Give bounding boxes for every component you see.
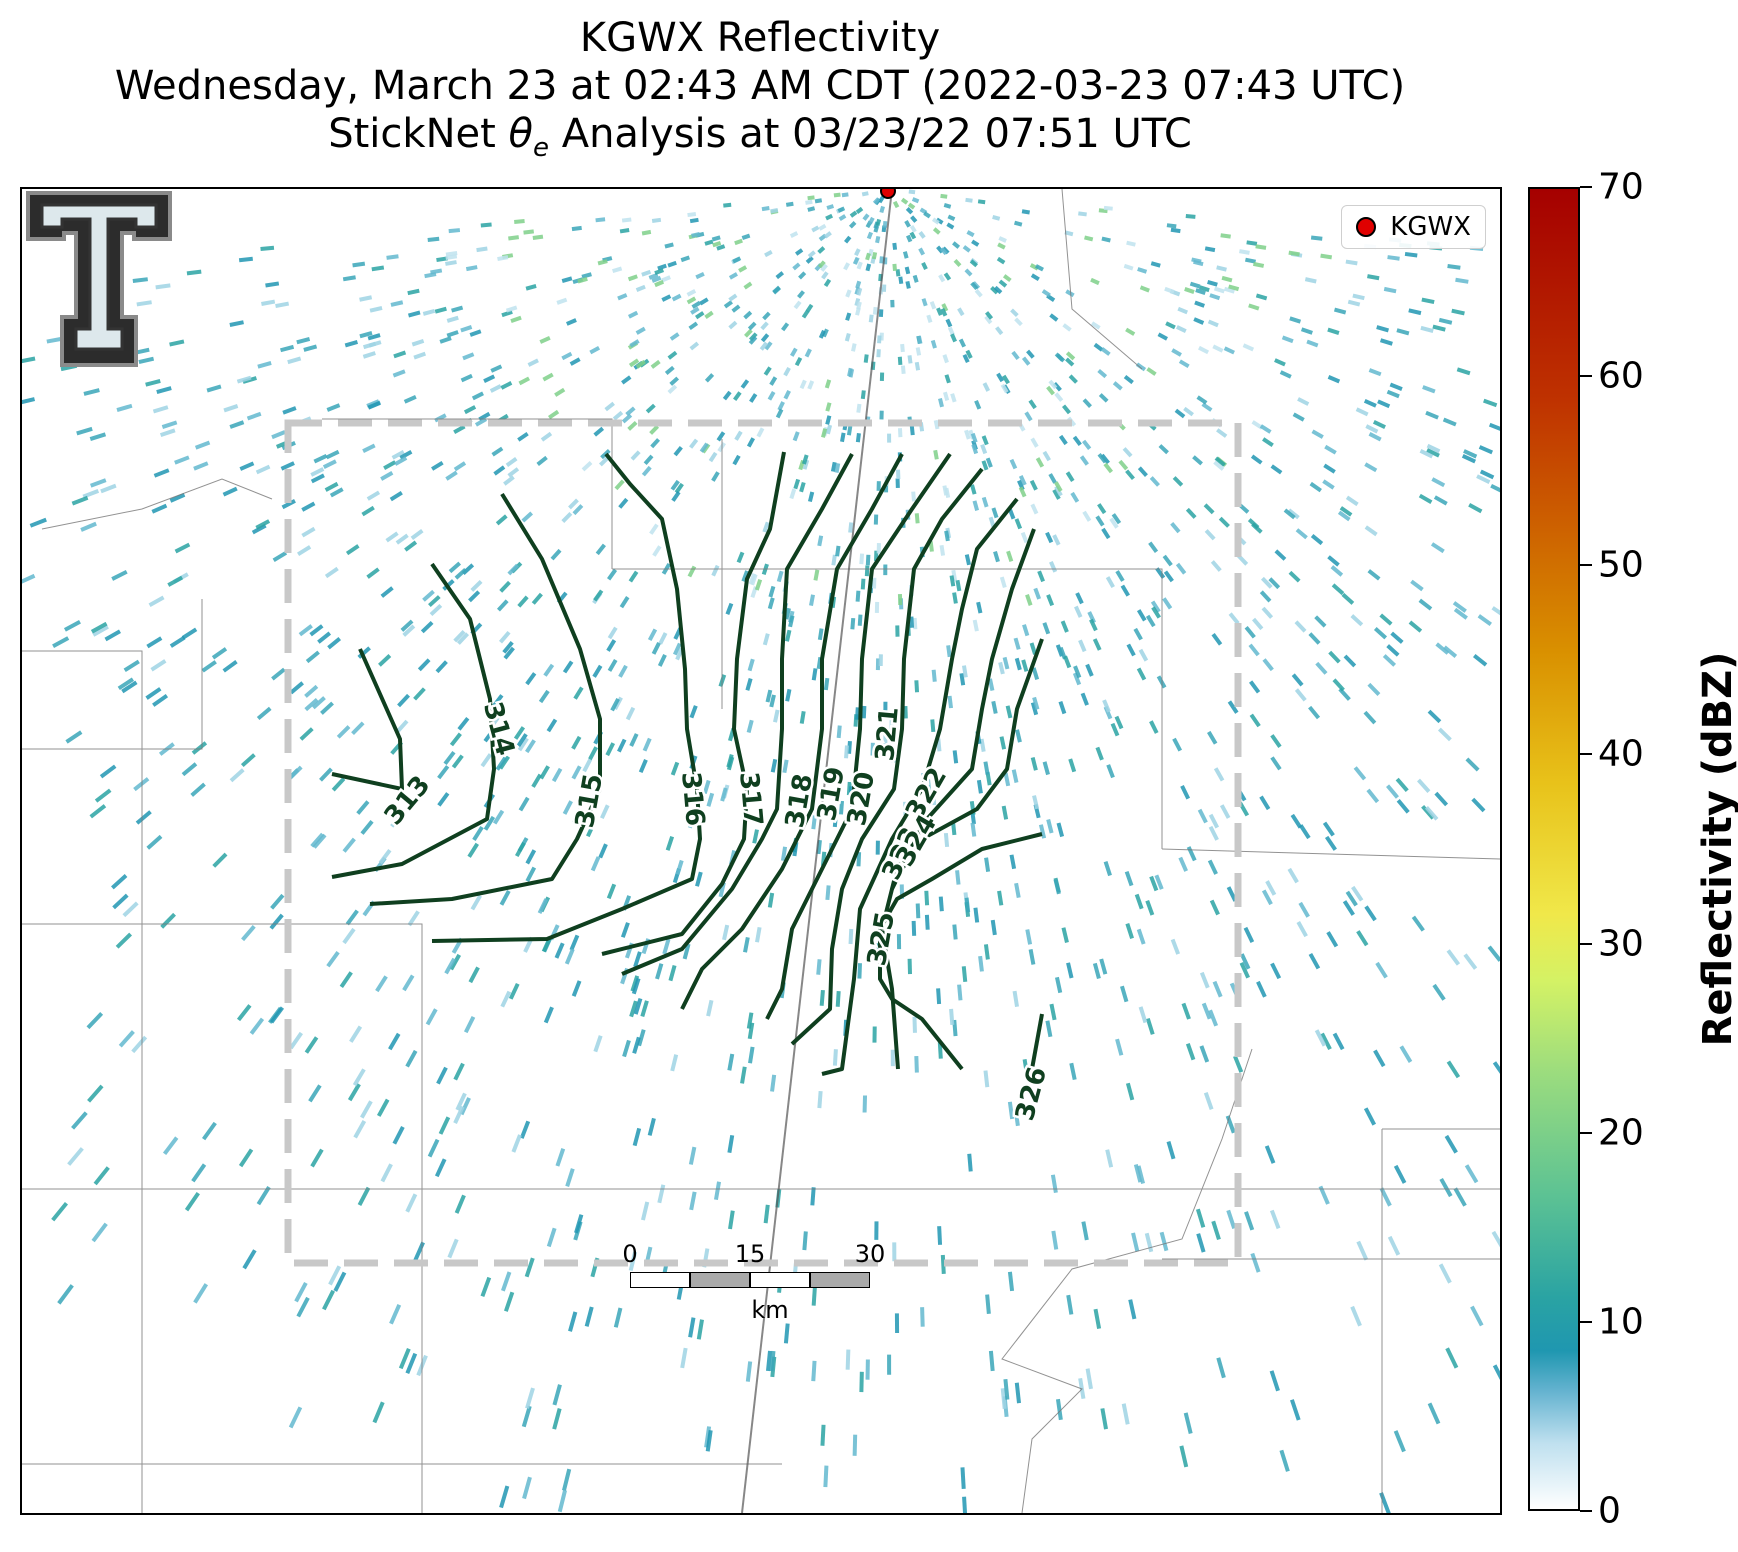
county-boundary [322,418,613,569]
contour-label: 325 [862,910,901,969]
theta-e-contour [880,528,1036,1070]
county-boundary [612,568,1163,849]
county-boundary [41,478,273,530]
colorbar-title: Reflectivity (dBZ) [1695,651,1738,1047]
kgwx-radar-site-marker [880,189,896,199]
scale-unit: km [751,1296,789,1324]
scale-tick-15: 15 [734,1240,766,1268]
figure-title: KGWX Reflectivity Wednesday, March 23 at… [0,14,1520,172]
scale-tick-0: 0 [622,1240,638,1268]
theta-e-contour [331,648,404,791]
contour-label: 316 [675,771,710,828]
contour-label: 321 [870,706,905,763]
theta-e-contour [331,562,496,879]
scale-tick-30: 30 [854,1240,886,1268]
colorbar-tick-label: 70 [1598,166,1644,208]
theta-e-contour [1030,1013,1044,1070]
theta-e-contour [821,497,1019,1076]
theta-e-contour [680,453,904,1010]
colorbar-tick [1580,1510,1592,1512]
scale-segment [690,1272,750,1288]
theta-e-contour [601,451,786,956]
contour-label: 314 [477,699,520,759]
theta-e-contour [431,452,702,943]
contour-label: 317 [733,771,768,828]
analysis-domain-box [284,419,1242,1267]
reflectivity-colorbar [1528,187,1580,1511]
legend-radar-label: KGWX [1390,212,1471,242]
theta-symbol: θ [508,111,533,157]
theta-e-contour [765,452,952,1020]
county-boundary [22,599,203,750]
theta-e-contour [890,638,1044,890]
theta-e-contour [369,492,602,906]
colorbar-tick-label: 10 [1598,1301,1644,1343]
county-boundary [22,650,143,1513]
colorbar-tick [1580,564,1592,567]
colorbar-tick-label: 20 [1598,1112,1644,1154]
title-line-1: KGWX Reflectivity [579,15,941,61]
colorbar-tick-label: 60 [1598,355,1644,397]
scale-segment [810,1272,870,1288]
colorbar-tick [1580,1131,1592,1134]
texas-tech-logo-icon [26,191,172,367]
county-boundary [1061,189,1143,370]
scale-segment [630,1272,690,1288]
title-line-3-suffix: Analysis at 03/23/22 07:51 UTC [548,111,1192,157]
scale-bar: 0 15 30 km [620,1240,920,1324]
county-boundary [1161,848,1500,860]
colorbar-tick-label: 40 [1598,733,1644,775]
county-boundary [22,923,423,1513]
county-boundaries [22,189,1500,1513]
contour-label: 313 [379,770,437,831]
map-legend: KGWX [1341,205,1486,249]
theta-e-contour [878,832,1043,1071]
title-line-3-prefix: StickNet [328,111,509,157]
colorbar-tick-label: 30 [1598,923,1644,965]
colorbar-tick-label: 50 [1598,544,1644,586]
theta-e-contour [621,453,854,976]
reflectivity-echoes [22,189,1500,1513]
contour-label: 326 [1010,1064,1053,1124]
theta-e-contour [790,467,984,1046]
colorbar-tick [1580,753,1592,756]
radar-map[interactable]: 313 314 315 316 317 318 319 320 321 322 323 324 325 3… [20,187,1502,1515]
scale-segment [750,1272,810,1288]
colorbar-tick-label: 0 [1598,1490,1621,1532]
highway-line [741,189,893,1513]
theta-subscript: e [532,133,549,163]
title-line-3: StickNet θe Analysis at 03/23/22 07:51 U… [0,110,1520,172]
colorbar-tick [1580,375,1592,378]
radar-marker-icon [1356,217,1377,237]
colorbar-tick [1580,1320,1592,1323]
colorbar-tick [1580,186,1592,188]
title-line-2: Wednesday, March 23 at 02:43 AM CDT (202… [114,63,1406,109]
state-boundary [1001,1048,1253,1513]
contour-label: 315 [570,772,609,831]
colorbar-tick [1580,942,1592,945]
